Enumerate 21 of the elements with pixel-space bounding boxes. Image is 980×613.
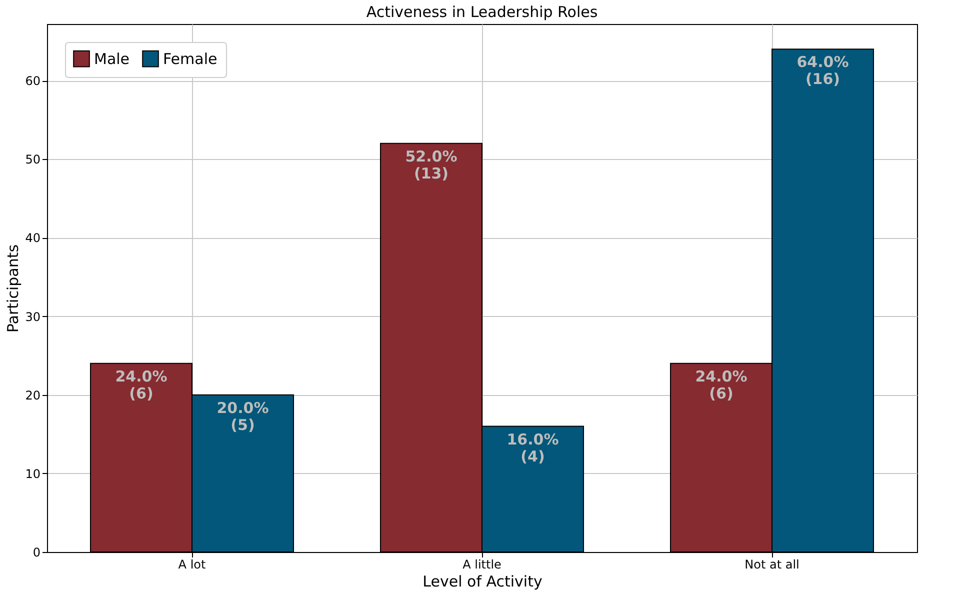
y-tick-label: 20	[25, 388, 40, 402]
data-label: 16.0% (4)	[506, 430, 559, 466]
data-label: 24.0% (6)	[115, 367, 168, 402]
x-tick-label: A little	[462, 558, 502, 572]
chart-title: Activeness in Leadership Roles	[366, 3, 598, 21]
y-tick-label: 50	[25, 152, 40, 167]
x-axis-title: Level of Activity	[422, 572, 542, 590]
y-tick-label: 60	[25, 74, 40, 88]
y-tick-label: 10	[25, 466, 40, 481]
legend-label: Female	[163, 50, 218, 68]
data-label: 20.0% (5)	[216, 398, 269, 434]
data-label: 52.0% (13)	[405, 147, 458, 182]
y-tick-label: 0	[32, 546, 40, 560]
y-axis-title: Participants	[4, 244, 22, 333]
data-label: 24.0% (6)	[695, 367, 748, 402]
y-tick-label: 40	[25, 231, 40, 246]
data-label: 64.0% (16)	[796, 53, 849, 88]
x-tick-label: Not at all	[744, 558, 800, 572]
x-tick-label: A lot	[178, 558, 206, 572]
y-tick-label: 30	[25, 310, 40, 324]
legend-label: Male	[94, 50, 130, 68]
